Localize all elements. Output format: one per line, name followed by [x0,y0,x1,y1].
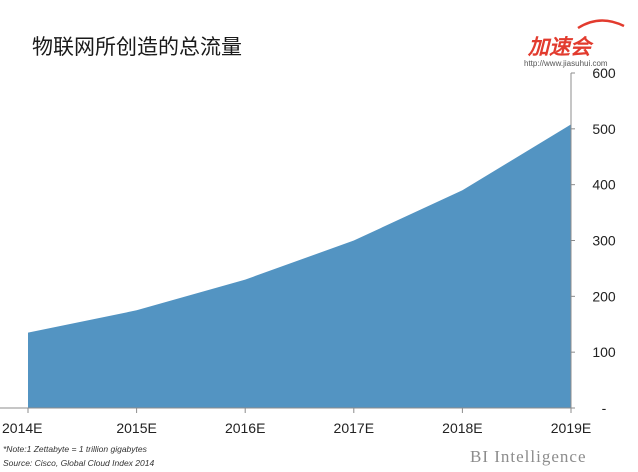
footnote: *Note:1 Zettabyte = 1 trillion gigabytes [3,444,148,454]
chart-title: 物联网所创造的总流量 [32,35,242,59]
y-tick-label: 300 [592,233,616,249]
y-tick-label: - [602,400,607,416]
logo-swoosh [577,19,625,30]
x-tick-group: 2014E 2015E 2016E 2017E 2018E 2019E [2,408,591,436]
x-tick-label: 2014E [2,420,42,436]
x-tick-label: 2018E [442,420,482,436]
y-tick-label: 600 [592,65,616,81]
x-tick-label: 2016E [225,420,265,436]
y-tick-label: 100 [592,344,616,360]
source-note: Source: Cisco, Global Cloud Index 2014 [3,458,154,468]
y-tick-group: - 100 200 300 400 500 600 [571,65,616,416]
area-series [28,124,571,409]
logo-url: http://www.jiasuhui.com [524,59,608,68]
x-tick-label: 2015E [116,420,156,436]
y-tick-label: 200 [592,288,616,304]
plot-area: - 100 200 300 400 500 600 2014E 2015E 2016E 2017E… [0,65,616,436]
x-tick-label: 2017E [334,420,374,436]
y-tick-label: 400 [592,177,616,193]
x-tick-label: 2019E [551,420,591,436]
logo: 加速会 http://www.jiasuhui.com [524,19,625,68]
logo-text: 加速会 [527,35,594,59]
y-tick-label: 500 [592,121,616,137]
brand-label: BI Intelligence [470,447,587,466]
